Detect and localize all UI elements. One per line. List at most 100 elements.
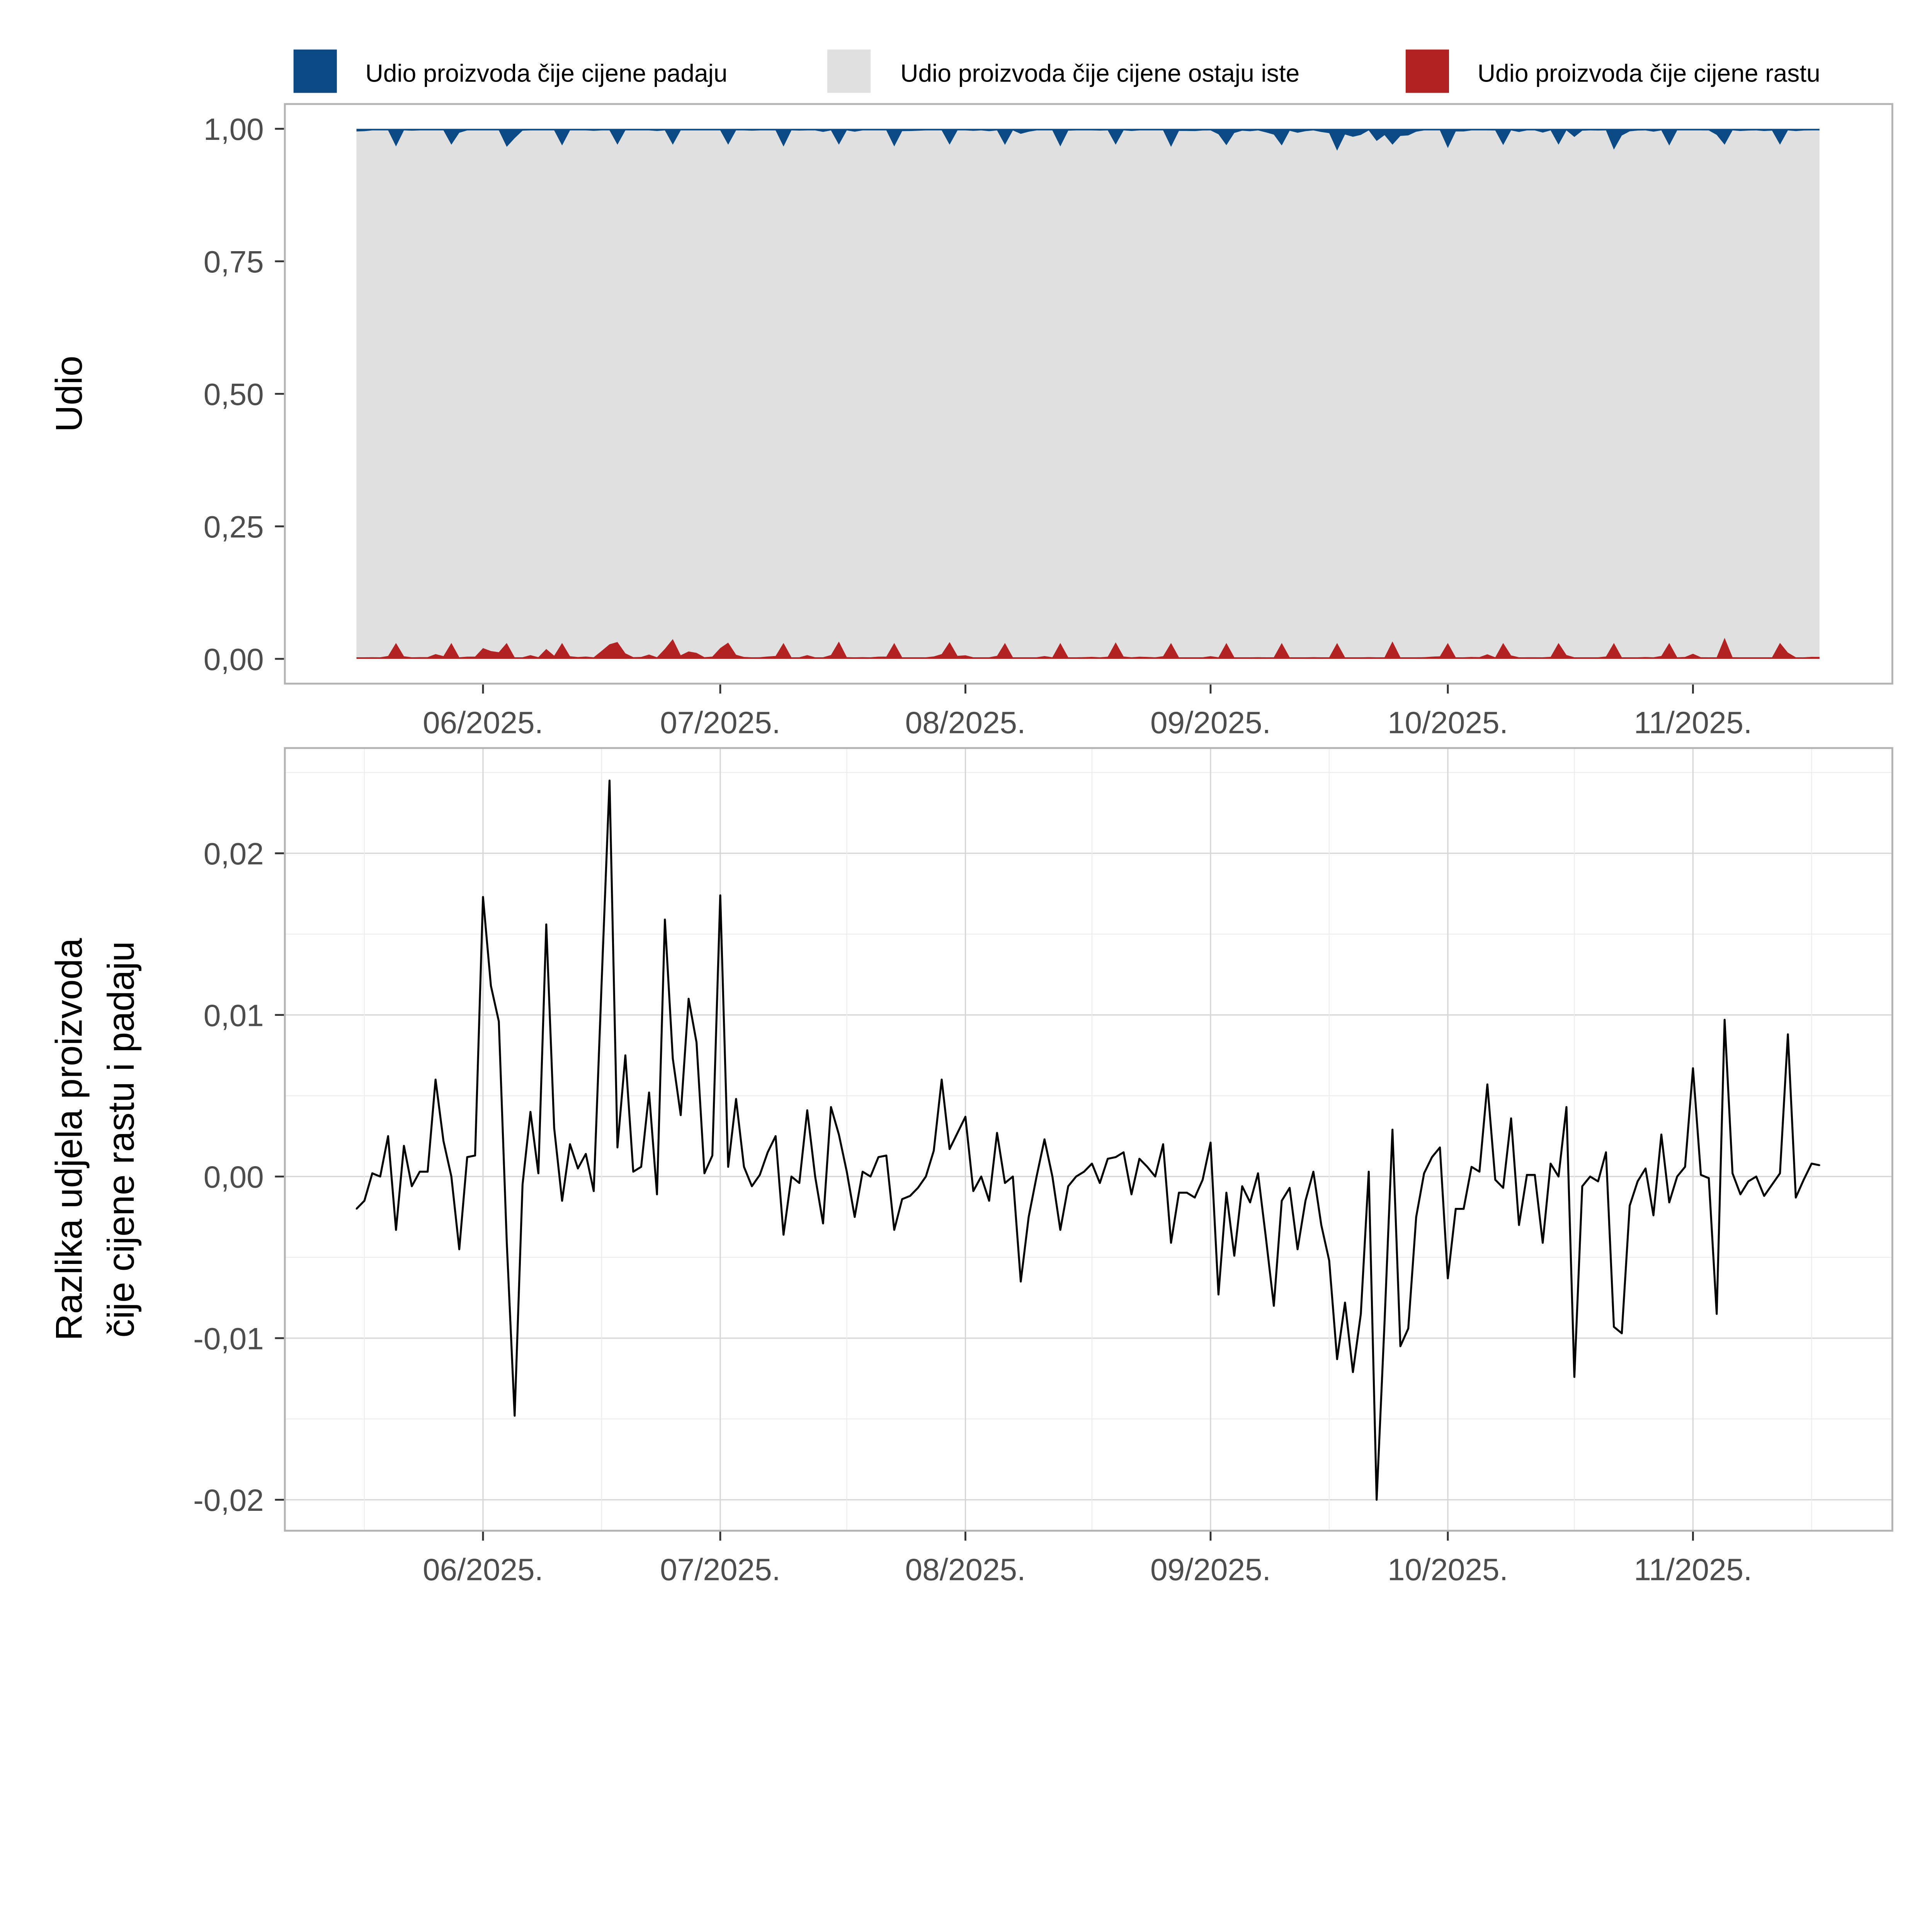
difference-data-point xyxy=(403,1145,405,1147)
difference-data-point xyxy=(1755,1175,1757,1177)
difference-data-point xyxy=(593,1190,595,1192)
difference-data-point xyxy=(514,1415,515,1417)
difference-data-point xyxy=(988,1200,990,1202)
difference-data-point xyxy=(680,1114,682,1116)
difference-data-point xyxy=(846,1171,848,1173)
difference-data-point xyxy=(1771,1184,1773,1185)
difference-data-point xyxy=(735,1098,737,1100)
difference-data-point xyxy=(1384,1321,1386,1323)
difference-data-point xyxy=(451,1175,452,1177)
difference-data-point xyxy=(791,1175,793,1177)
difference-data-point xyxy=(830,1106,832,1108)
difference-data-point xyxy=(1202,1179,1204,1181)
top-y-axis-title: Udio xyxy=(49,355,90,432)
difference-data-point xyxy=(1407,1328,1409,1329)
difference-data-point xyxy=(1660,1134,1662,1136)
difference-data-point xyxy=(1028,1216,1030,1218)
difference-data-point xyxy=(1376,1499,1378,1501)
difference-line-chart: -0,02 -0,01 0,00 0,01 0,02 06/2025. 07/2025. 08… xyxy=(193,748,1893,1587)
difference-data-point xyxy=(569,1143,571,1145)
difference-data-point xyxy=(869,1175,871,1177)
difference-data-point xyxy=(1542,1242,1544,1244)
difference-data-point xyxy=(1099,1182,1101,1184)
difference-data-point xyxy=(806,1109,808,1111)
difference-data-point xyxy=(1763,1195,1765,1197)
difference-data-point xyxy=(609,780,611,782)
difference-data-point xyxy=(1463,1208,1464,1210)
difference-data-point xyxy=(878,1156,879,1158)
difference-data-point xyxy=(1146,1166,1148,1168)
difference-data-point xyxy=(1447,1277,1449,1279)
bottom-y-tick-label: -0,02 xyxy=(193,1483,264,1517)
share-area-chart: 0,00 0,25 0,50 0,75 1,00 06/2025. 07/2025. 08/2… xyxy=(204,104,1893,740)
difference-data-point xyxy=(371,1172,373,1174)
difference-data-point xyxy=(1336,1358,1338,1360)
area-falling xyxy=(356,129,1820,151)
difference-data-point xyxy=(1233,1255,1235,1257)
top-x-tick-label: 06/2025. xyxy=(423,705,543,740)
difference-data-point xyxy=(1431,1156,1433,1158)
top-x-tick-label: 11/2025. xyxy=(1634,705,1752,740)
difference-data-point xyxy=(1818,1164,1820,1166)
difference-data-point xyxy=(751,1185,753,1187)
difference-data-point xyxy=(1439,1146,1441,1148)
difference-data-point xyxy=(980,1175,982,1177)
difference-data-point xyxy=(917,1187,919,1189)
difference-data-point xyxy=(862,1171,864,1173)
bottom-x-tick-label: 10/2025. xyxy=(1388,1552,1508,1587)
top-y-tick-label: 0,50 xyxy=(204,377,264,412)
difference-data-point xyxy=(664,918,666,920)
difference-data-point xyxy=(522,1184,524,1185)
difference-data-point xyxy=(743,1166,745,1168)
difference-data-point xyxy=(901,1198,903,1200)
difference-data-point xyxy=(387,1135,389,1137)
difference-data-point xyxy=(1004,1182,1006,1184)
difference-data-point xyxy=(941,1078,942,1080)
bottom-panel-background xyxy=(285,748,1893,1531)
difference-data-point xyxy=(1281,1200,1283,1202)
difference-data-point xyxy=(1122,1151,1124,1153)
difference-data-point xyxy=(482,896,484,898)
difference-data-point xyxy=(648,1092,650,1094)
difference-data-point xyxy=(1415,1216,1417,1218)
difference-data-point xyxy=(474,1155,476,1156)
difference-data-point xyxy=(442,1140,444,1142)
legend-swatch-rising xyxy=(1405,49,1449,93)
difference-data-point xyxy=(1518,1224,1520,1226)
difference-data-point xyxy=(1534,1174,1536,1176)
difference-data-point xyxy=(822,1223,824,1225)
difference-data-point xyxy=(1581,1185,1583,1187)
legend-label-rising: Udio proizvoda čije cijene rastu xyxy=(1478,60,1820,87)
bottom-panel-border xyxy=(284,747,1893,1532)
difference-data-point xyxy=(1186,1192,1188,1194)
legend: Udio proizvoda čije cijene padaju Udio p… xyxy=(293,49,1820,93)
difference-data-point xyxy=(782,1234,784,1236)
difference-data-point xyxy=(688,998,690,1000)
difference-data-point xyxy=(1803,1179,1804,1181)
difference-data-point xyxy=(1692,1067,1694,1069)
legend-swatch-unchanged xyxy=(827,49,871,93)
top-y-tick-label: 0,00 xyxy=(204,642,264,677)
difference-data-point xyxy=(1178,1192,1180,1194)
top-x-tick-label: 08/2025. xyxy=(905,705,1026,740)
difference-data-point xyxy=(1020,1281,1022,1282)
difference-data-point xyxy=(545,923,547,925)
bottom-x-tick-label: 06/2025. xyxy=(423,1552,543,1587)
difference-data-point xyxy=(1724,1019,1726,1021)
top-x-tick-label: 10/2025. xyxy=(1388,705,1508,740)
difference-data-point xyxy=(1747,1180,1749,1182)
top-x-tick-label: 09/2025. xyxy=(1150,705,1271,740)
difference-data-point xyxy=(767,1151,769,1153)
bottom-y-axis-title-line2: čije cijene rastu i padaju xyxy=(100,941,142,1338)
difference-data-point xyxy=(577,1168,579,1169)
difference-data-point xyxy=(506,1240,508,1242)
difference-data-point xyxy=(964,1116,966,1118)
top-y-tick-label: 0,25 xyxy=(204,509,264,544)
difference-data-point xyxy=(1566,1106,1567,1108)
difference-data-point xyxy=(632,1171,634,1173)
difference-data-point xyxy=(1060,1229,1061,1231)
difference-data-point xyxy=(1558,1175,1560,1177)
difference-data-point xyxy=(1684,1166,1686,1168)
difference-data-point xyxy=(1423,1172,1425,1174)
difference-data-point xyxy=(1779,1172,1781,1174)
